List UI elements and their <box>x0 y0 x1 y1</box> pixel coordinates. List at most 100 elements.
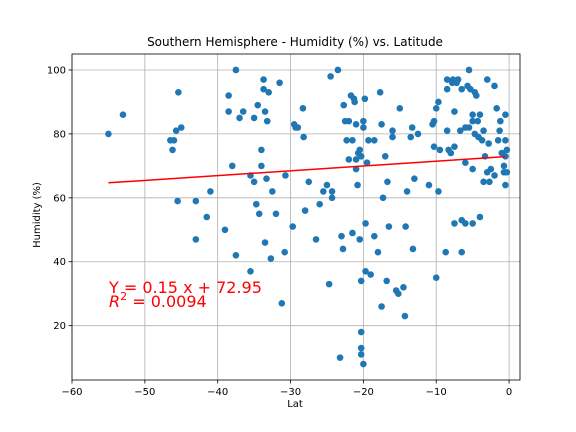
data-point <box>485 140 492 147</box>
data-point <box>289 223 297 230</box>
y-tick-label: 40 <box>53 257 66 268</box>
data-point <box>493 105 500 112</box>
data-point <box>336 354 344 361</box>
data-point <box>465 66 473 74</box>
data-point <box>351 98 358 106</box>
data-point <box>232 252 240 259</box>
data-point <box>432 274 440 282</box>
x-tick-label: −40 <box>207 387 228 398</box>
data-point <box>357 351 365 358</box>
x-tick-label: 0 <box>506 387 512 398</box>
data-point <box>383 277 390 285</box>
data-point <box>305 178 313 186</box>
data-point <box>170 136 178 144</box>
data-point <box>105 130 112 138</box>
data-point <box>340 101 348 109</box>
data-point <box>494 136 502 144</box>
data-point <box>272 210 280 218</box>
data-point <box>258 162 265 170</box>
data-point <box>496 127 503 135</box>
y-axis-ticks: 20 40 60 80 100 <box>47 65 72 332</box>
plot-frame <box>71 53 521 381</box>
data-point <box>327 73 334 80</box>
data-point <box>381 152 389 160</box>
data-point <box>261 108 269 115</box>
data-points <box>105 66 511 368</box>
data-point <box>456 127 464 135</box>
data-point <box>367 271 374 278</box>
data-point <box>360 117 367 125</box>
data-point <box>503 168 511 176</box>
data-point <box>301 207 309 214</box>
data-point <box>334 66 342 74</box>
x-tick-label: −10 <box>426 387 447 398</box>
data-point <box>491 172 498 179</box>
data-point <box>207 188 214 195</box>
data-point <box>192 236 200 243</box>
data-point <box>425 181 433 189</box>
data-point <box>247 268 254 275</box>
data-point <box>357 344 365 352</box>
data-point <box>462 220 469 227</box>
data-point <box>480 178 487 186</box>
data-point <box>402 223 409 230</box>
data-point <box>409 245 417 253</box>
data-point <box>436 146 444 154</box>
data-point <box>502 111 509 119</box>
y-tick-label: 80 <box>53 129 66 140</box>
r-squared-symbol: R <box>109 292 120 311</box>
data-point <box>435 98 442 106</box>
data-point <box>250 178 258 186</box>
data-point <box>379 194 387 202</box>
data-point <box>252 200 260 208</box>
data-point <box>497 117 504 125</box>
data-point <box>225 92 232 99</box>
data-point <box>349 136 356 144</box>
data-point <box>503 146 511 154</box>
data-point <box>443 85 451 93</box>
chart-title: Southern Hemisphere - Humidity (%) vs. L… <box>147 35 443 49</box>
data-point <box>403 188 411 195</box>
y-tick-label: 100 <box>47 65 66 76</box>
data-point <box>451 143 458 150</box>
data-point <box>357 277 365 285</box>
data-point <box>443 127 451 135</box>
y-axis-label: Humidity (%) <box>32 182 43 248</box>
data-point <box>371 136 378 144</box>
data-point <box>236 114 243 122</box>
data-point <box>239 108 247 115</box>
data-point <box>278 299 286 307</box>
data-point <box>502 136 509 144</box>
data-point <box>365 136 372 144</box>
data-point <box>299 105 307 112</box>
data-point <box>400 284 407 291</box>
data-point <box>480 127 487 135</box>
data-point <box>276 79 283 87</box>
data-point <box>451 220 458 227</box>
data-point <box>458 248 466 256</box>
data-point <box>502 181 509 189</box>
data-point <box>376 89 384 96</box>
data-point <box>469 111 476 119</box>
data-point <box>312 236 320 243</box>
data-point <box>374 248 382 256</box>
data-point <box>469 117 476 125</box>
data-point <box>442 248 449 256</box>
data-point <box>458 85 466 93</box>
data-point <box>384 178 391 186</box>
data-point <box>267 255 275 262</box>
data-point <box>263 175 270 182</box>
data-point <box>169 146 176 154</box>
grid-lines <box>71 54 520 380</box>
data-point <box>408 124 416 131</box>
data-point <box>349 229 356 237</box>
x-tick-label: −20 <box>353 387 374 398</box>
data-point <box>362 220 369 227</box>
regression-line <box>108 155 506 184</box>
data-point <box>119 111 127 119</box>
data-point <box>401 312 409 320</box>
data-point <box>177 124 185 131</box>
x-axis-label: Lat <box>287 399 303 410</box>
data-point <box>356 236 364 243</box>
data-point <box>352 156 360 163</box>
